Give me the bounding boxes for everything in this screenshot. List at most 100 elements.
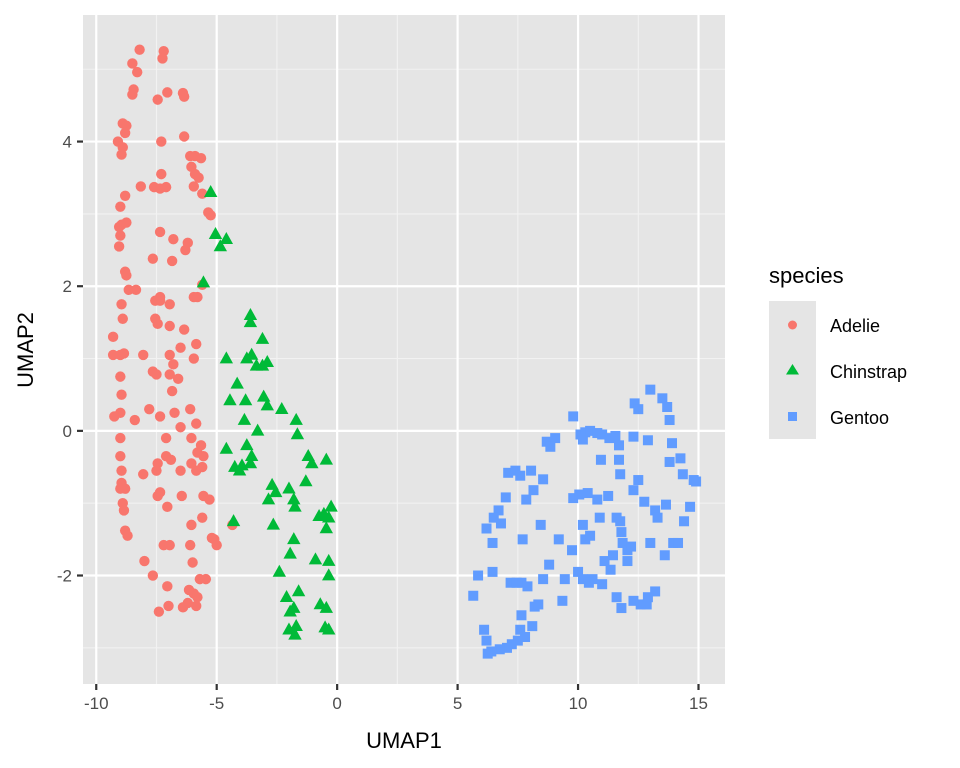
point-square xyxy=(505,577,516,588)
point-square xyxy=(527,621,538,632)
point-circle xyxy=(187,557,198,568)
point-circle xyxy=(115,432,126,444)
point-triangle xyxy=(283,546,297,559)
point-square xyxy=(488,512,499,523)
point-circle xyxy=(147,570,159,581)
point-square xyxy=(592,494,603,505)
point-square xyxy=(521,494,532,505)
point-triangle xyxy=(196,275,211,288)
point-square xyxy=(597,579,608,590)
point-triangle xyxy=(283,604,297,617)
point-circle xyxy=(160,181,172,193)
point-square xyxy=(660,499,671,510)
point-square xyxy=(597,429,608,440)
point-triangle xyxy=(223,393,237,406)
point-circle xyxy=(121,217,132,228)
x-tick-label: 15 xyxy=(689,694,708,713)
point-circle xyxy=(132,66,143,78)
point-square xyxy=(468,590,479,601)
point-square xyxy=(487,566,498,577)
point-circle xyxy=(192,592,203,603)
point-square xyxy=(664,456,675,467)
legend-item-gentoo: Gentoo xyxy=(788,408,889,428)
point-circle xyxy=(116,299,127,310)
plot-panel xyxy=(83,15,725,684)
point-square xyxy=(667,438,678,449)
legend-title: species xyxy=(769,263,844,288)
series-adelie xyxy=(107,44,238,617)
x-tick-label: -10 xyxy=(84,694,109,713)
x-tick-label: 5 xyxy=(453,694,462,713)
point-square xyxy=(641,599,652,610)
y-tick-label: 4 xyxy=(63,133,72,152)
point-circle xyxy=(107,331,119,343)
point-square xyxy=(535,519,546,530)
point-circle xyxy=(191,338,202,350)
point-circle xyxy=(166,255,178,267)
point-circle xyxy=(107,349,119,361)
point-square xyxy=(473,570,484,581)
point-circle xyxy=(115,483,126,494)
y-tick-label: -2 xyxy=(57,567,72,586)
point-circle xyxy=(119,127,131,139)
circle-marker-icon xyxy=(788,320,797,330)
point-circle xyxy=(172,373,184,384)
point-circle xyxy=(154,411,166,422)
point-square xyxy=(515,470,526,481)
point-square xyxy=(639,496,650,507)
point-square xyxy=(615,469,626,480)
point-circle xyxy=(204,494,215,505)
point-triangle xyxy=(255,331,270,344)
point-square xyxy=(616,603,627,614)
point-circle xyxy=(113,241,125,252)
point-circle xyxy=(205,210,216,221)
point-circle xyxy=(118,348,130,359)
point-triangle xyxy=(324,499,338,512)
point-square xyxy=(679,516,690,527)
point-circle xyxy=(130,284,142,296)
point-triangle xyxy=(261,492,276,505)
legend-label-gentoo: Gentoo xyxy=(830,408,889,428)
point-circle xyxy=(154,291,166,303)
point-square xyxy=(614,454,625,465)
point-square xyxy=(629,398,640,409)
point-circle xyxy=(122,530,133,541)
point-triangle xyxy=(319,452,334,465)
point-circle xyxy=(168,234,179,245)
x-axis: -10 -5 0 5 10 15 xyxy=(84,684,708,713)
point-square xyxy=(616,527,627,538)
x-axis-title: UMAP1 xyxy=(366,728,442,753)
point-square xyxy=(657,393,668,404)
point-circle xyxy=(178,91,190,102)
point-triangle xyxy=(230,376,244,389)
point-square xyxy=(522,581,533,592)
point-circle xyxy=(134,44,145,55)
point-triangle xyxy=(322,553,336,566)
point-square xyxy=(503,467,514,478)
point-triangle xyxy=(305,456,319,469)
point-circle xyxy=(178,324,190,335)
point-square xyxy=(487,537,498,548)
point-circle xyxy=(169,407,180,418)
point-triangle xyxy=(319,600,334,613)
point-triangle xyxy=(219,441,234,454)
point-square xyxy=(652,512,663,523)
point-square xyxy=(594,512,605,523)
point-triangle xyxy=(319,521,334,534)
point-square xyxy=(614,440,625,451)
point-circle xyxy=(191,418,202,429)
point-triangle xyxy=(288,627,302,640)
point-triangle xyxy=(208,226,223,239)
point-square xyxy=(685,501,696,512)
point-circle xyxy=(186,432,197,444)
point-square xyxy=(553,534,564,545)
point-circle xyxy=(164,539,175,551)
point-square xyxy=(622,556,633,567)
point-square xyxy=(583,577,594,588)
point-square xyxy=(501,642,512,653)
point-triangle xyxy=(291,584,306,597)
point-circle xyxy=(188,353,200,364)
point-square xyxy=(538,474,549,485)
point-circle xyxy=(168,359,179,370)
point-circle xyxy=(157,53,168,64)
